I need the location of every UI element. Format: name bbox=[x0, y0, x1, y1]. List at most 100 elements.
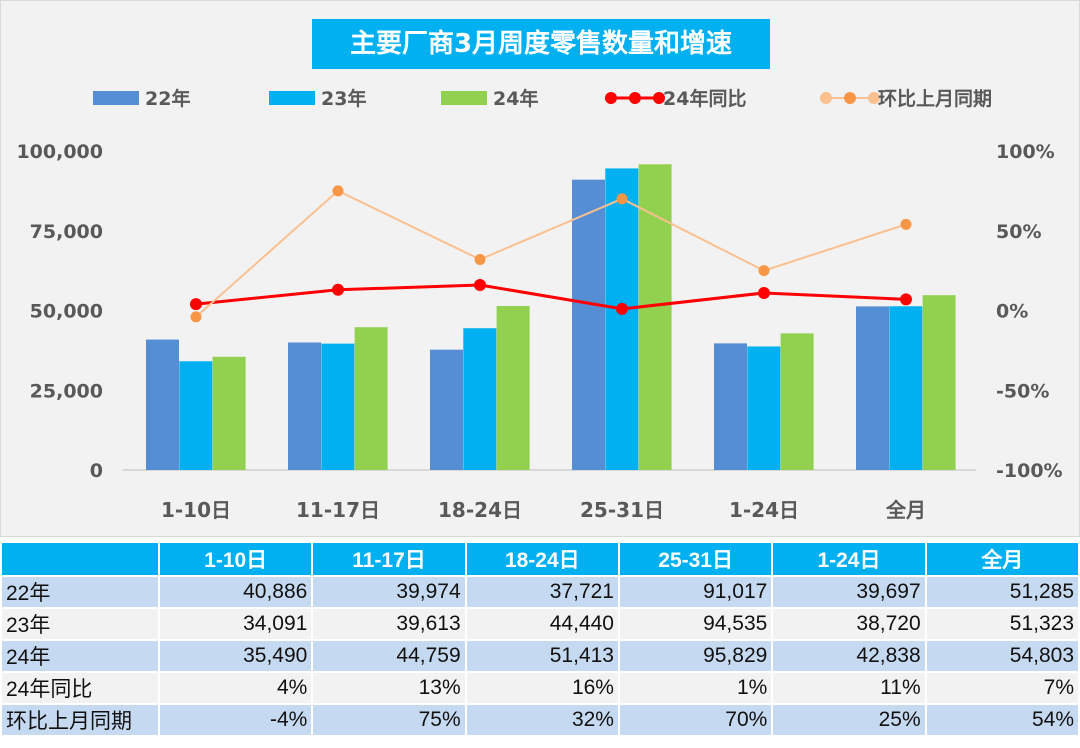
bar-23年-全月 bbox=[889, 306, 923, 470]
bar-22年-11-17日 bbox=[288, 342, 321, 470]
table-cell: 51,285 bbox=[924, 575, 1080, 609]
table-cell: 54,803 bbox=[924, 639, 1080, 673]
legend-marker bbox=[820, 92, 832, 104]
legend-label: 23年 bbox=[321, 87, 366, 110]
table-cell: 91,017 bbox=[617, 575, 774, 609]
table-cell: 70% bbox=[617, 703, 774, 737]
table-cell: 7% bbox=[924, 671, 1080, 705]
table-cell: 75% bbox=[311, 703, 467, 737]
x-tick-label: 1-10日 bbox=[161, 498, 231, 522]
legend-label: 24年 bbox=[493, 87, 538, 110]
table-cell: 38,720 bbox=[771, 607, 927, 641]
bar-24年-11-17日 bbox=[354, 327, 388, 470]
marker-24年同比 bbox=[474, 278, 486, 291]
bar-22年-25-31日 bbox=[572, 179, 605, 471]
x-tick-label: 11-17日 bbox=[296, 498, 380, 522]
table-cell: 39,974 bbox=[311, 575, 467, 609]
row-label: 环比上月同期 bbox=[0, 703, 160, 737]
table-cell: 54% bbox=[924, 703, 1080, 737]
legend-swatch bbox=[269, 91, 315, 105]
table-row: 24年 35,490 44,759 51,413 95,829 42,838 54,803 bbox=[0, 639, 1080, 673]
table-cell: 37,721 bbox=[464, 575, 620, 609]
table-cell: -4% bbox=[157, 703, 314, 737]
y-left-tick-label: 25,000 bbox=[30, 380, 103, 402]
column-header: 1-10日 bbox=[157, 541, 314, 577]
y-right-tick-label: 0% bbox=[996, 301, 1028, 323]
table-cell: 13% bbox=[311, 671, 467, 705]
line-环比上月同期 bbox=[195, 189, 907, 318]
bar-22年-18-24日 bbox=[430, 349, 463, 470]
table-cell: 32% bbox=[464, 703, 620, 737]
column-header: 全月 bbox=[924, 541, 1080, 577]
table-cell: 42,838 bbox=[771, 639, 927, 673]
bar-23年-11-17日 bbox=[321, 343, 355, 470]
table-cell: 44,759 bbox=[311, 639, 467, 673]
table-cell: 94,535 bbox=[617, 607, 774, 641]
marker-环比上月同期 bbox=[474, 253, 486, 265]
x-tick-label: 18-24日 bbox=[438, 498, 522, 522]
chart-area: 主要厂商3月周度零售数量和增速 0 25,000 50,000 75,000 100,0… bbox=[0, 0, 1080, 537]
marker-24年同比 bbox=[190, 298, 202, 311]
table-row: 22年 40,886 39,974 37,721 91,017 39,697 51,285 bbox=[0, 575, 1080, 609]
marker-24年同比 bbox=[332, 283, 344, 296]
y-left-tick-label: 75,000 bbox=[30, 221, 103, 243]
marker-24年同比 bbox=[616, 302, 628, 315]
bar-24年-1-24日 bbox=[780, 333, 814, 470]
table-cell: 40,886 bbox=[157, 575, 314, 609]
y-left-tick-label: 50,000 bbox=[30, 301, 103, 323]
legend-item-22年: 22年 bbox=[93, 87, 190, 110]
legend-item-24年同比: 24年同比 bbox=[605, 87, 746, 110]
legend-marker bbox=[844, 92, 856, 104]
bar-23年-25-31日 bbox=[605, 168, 639, 470]
row-label: 24年同比 bbox=[0, 671, 160, 705]
bar-22年-全月 bbox=[856, 306, 889, 470]
legend-item-24年: 24年 bbox=[441, 87, 538, 110]
column-header: 11-17日 bbox=[311, 541, 467, 577]
legend-label: 环比上月同期 bbox=[878, 88, 992, 110]
bar-23年-1-24日 bbox=[747, 346, 781, 470]
legend-swatch bbox=[93, 91, 139, 105]
marker-环比上月同期 bbox=[190, 311, 202, 323]
legend-marker bbox=[868, 92, 880, 104]
table-cell: 39,613 bbox=[311, 607, 467, 641]
table-row: 23年 34,091 39,613 44,440 94,535 38,720 51,323 bbox=[0, 607, 1080, 641]
row-label: 22年 bbox=[0, 575, 160, 609]
bar-24年-1-10日 bbox=[212, 356, 246, 470]
y-right-tick-label: 50% bbox=[996, 221, 1041, 243]
line-24年同比 bbox=[195, 283, 907, 311]
column-header: 1-24日 bbox=[771, 541, 927, 577]
column-header: 18-24日 bbox=[464, 541, 620, 577]
table-cell: 25% bbox=[771, 703, 927, 737]
bar-22年-1-24日 bbox=[714, 343, 747, 470]
table-cell: 44,440 bbox=[464, 607, 620, 641]
marker-环比上月同期 bbox=[758, 265, 770, 277]
legend-label: 24年同比 bbox=[663, 87, 746, 110]
table-cell: 51,323 bbox=[924, 607, 1080, 641]
table-header-row: 1-10日 11-17日 18-24日 25-31日 1-24日 全月 bbox=[0, 541, 1080, 577]
table-cell: 39,697 bbox=[771, 575, 927, 609]
table-cell: 4% bbox=[157, 671, 314, 705]
bar-24年-全月 bbox=[922, 295, 956, 470]
table-cell: 95,829 bbox=[617, 639, 774, 673]
table-cell: 35,490 bbox=[157, 639, 314, 673]
y-right-tick-label: -100% bbox=[996, 460, 1063, 482]
table-cell: 16% bbox=[464, 671, 620, 705]
legend-marker bbox=[653, 92, 665, 104]
chart-svg: 0 25,000 50,000 75,000 100,000 -100% -50% 0% 50%… bbox=[16, 87, 1063, 522]
legend-item-23年: 23年 bbox=[269, 87, 366, 110]
marker-环比上月同期 bbox=[332, 185, 344, 197]
bar-22年-1-10日 bbox=[146, 339, 179, 470]
legend-item-环比上月同期: 环比上月同期 bbox=[820, 88, 992, 110]
marker-环比上月同期 bbox=[616, 193, 628, 205]
row-label: 24年 bbox=[0, 639, 160, 673]
legend-marker bbox=[605, 92, 617, 104]
marker-24年同比 bbox=[900, 293, 912, 306]
y-left-tick-label: 0 bbox=[90, 460, 103, 482]
legend-swatch bbox=[441, 91, 487, 105]
bar-24年-18-24日 bbox=[496, 305, 530, 470]
y-left-tick-label: 100,000 bbox=[16, 141, 103, 163]
table-row: 24年同比 4% 13% 16% 1% 11% 7% bbox=[0, 671, 1080, 705]
legend-label: 22年 bbox=[145, 87, 190, 110]
data-table: 1-10日 11-17日 18-24日 25-31日 1-24日 全月 22年 40,886… bbox=[0, 541, 1080, 737]
bar-23年-18-24日 bbox=[463, 328, 497, 470]
